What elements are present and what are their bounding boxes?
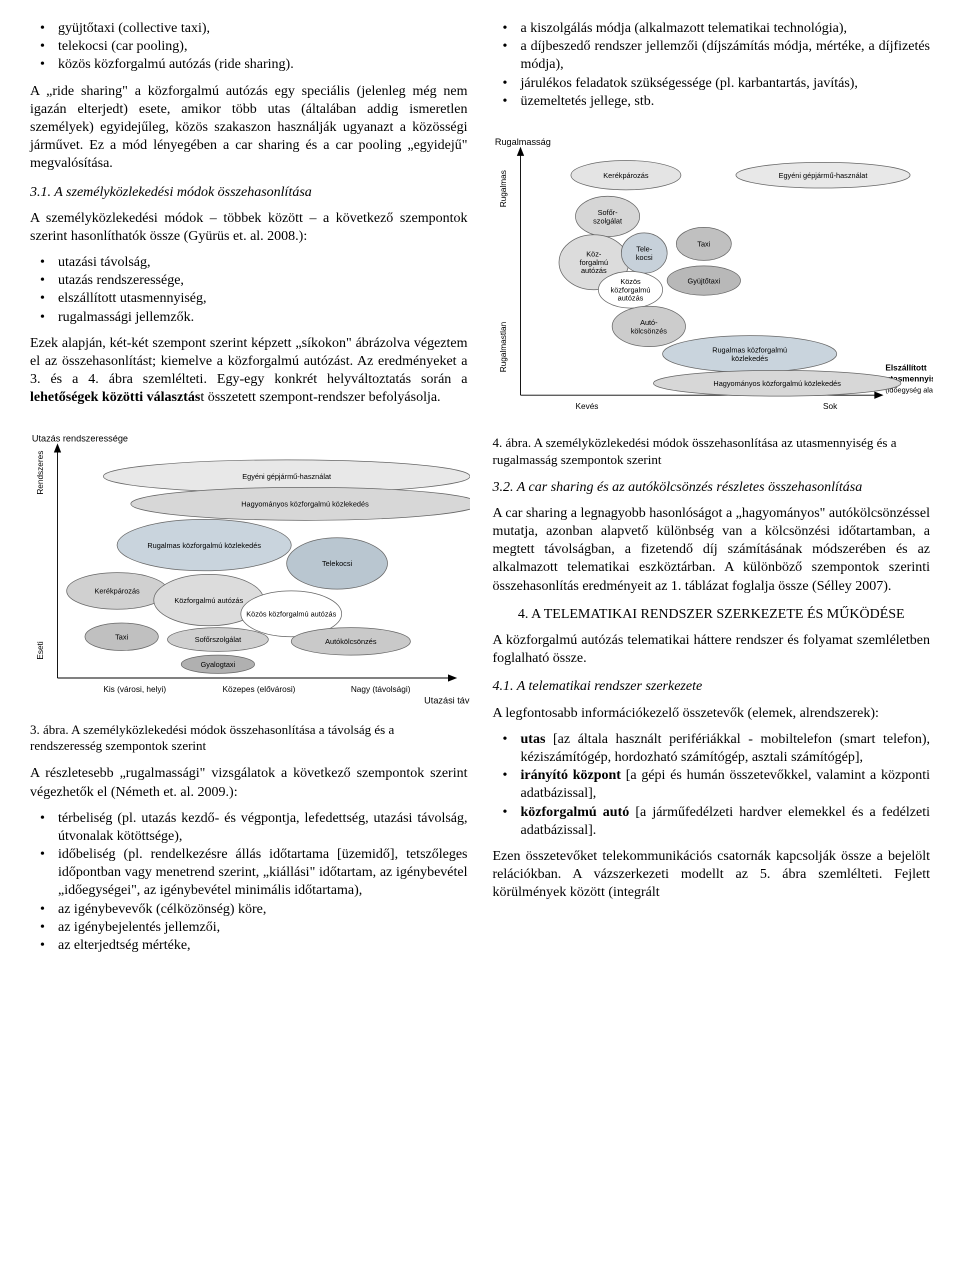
- list-item: térbeliség (pl. utazás kezdő- és végpont…: [58, 810, 468, 846]
- svg-text:autózás: autózás: [580, 266, 606, 275]
- svg-text:Gyalogtaxi: Gyalogtaxi: [201, 660, 236, 669]
- axis-tick: Eseti: [36, 641, 45, 660]
- paragraph: Ezen összetevőket telekommunikációs csat…: [493, 848, 931, 903]
- svg-text:kocsi: kocsi: [635, 253, 652, 262]
- svg-text:autózás: autózás: [617, 294, 643, 303]
- axis-label-x: Elszállított: [885, 363, 927, 372]
- list-item: utazási távolság,: [58, 254, 468, 272]
- page: gyüjtőtaxi (collective taxi), telekocsi …: [30, 20, 930, 963]
- svg-text:Egyéni gépjármű-használat: Egyéni gépjármű-használat: [242, 472, 331, 481]
- axis-tick: Rugalmas: [498, 170, 507, 207]
- svg-text:Egyéni gépjármű-használat: Egyéni gépjármű-használat: [778, 171, 867, 180]
- list-item: üzemeltetés jellege, stb.: [521, 93, 931, 111]
- list-item: időbeliség (pl. rendelkezésre állás időt…: [58, 846, 468, 901]
- list-item: az igénybejelentés jellemzői,: [58, 919, 468, 937]
- bold-text: közforgalmú autó: [521, 805, 630, 820]
- text: Ezek alapján, két-két szempont szerint k…: [30, 336, 468, 387]
- axis-label-x: Utazási távolság: [424, 695, 470, 705]
- list-item: rugalmassági jellemzők.: [58, 309, 468, 327]
- axis-tick: Rugalmastlan: [498, 321, 507, 372]
- paragraph: Ezek alapján, két-két szempont szerint k…: [30, 335, 468, 408]
- list-item: gyüjtőtaxi (collective taxi),: [58, 20, 468, 38]
- svg-text:Sofőrszolgálat: Sofőrszolgálat: [195, 635, 241, 644]
- svg-text:Kerékpározás: Kerékpározás: [94, 586, 140, 595]
- list-item: az igénybevevők (célközönség) köre,: [58, 901, 468, 919]
- axis-label-y: Utazás rendszeressége: [32, 433, 128, 443]
- figure-4-caption: 4. ábra. A személyközlekedési módok össz…: [493, 435, 931, 469]
- bubble-group: Egyéni gépjármű-használat Hagyományos köz…: [67, 459, 470, 673]
- svg-text:szolgálat: szolgálat: [593, 216, 622, 225]
- figure-3: Utazás rendszeressége Rendszeres Eseti K…: [30, 418, 470, 718]
- list-item: utazás rendszeressége,: [58, 272, 468, 290]
- top-bullet-list: gyüjtőtaxi (collective taxi), telekocsi …: [30, 20, 468, 75]
- paragraph: A közforgalmú autózás telematikai hátter…: [493, 632, 931, 668]
- section-heading-3-1: 3.1. A személyközlekedési módok összehas…: [30, 184, 468, 202]
- paragraph: A „ride sharing" a közforgalmú autózás e…: [30, 83, 468, 174]
- paragraph: A car sharing a legnagyobb hasonlóságot …: [493, 505, 931, 596]
- bold-text: lehetőségek közötti választás: [30, 390, 200, 405]
- svg-text:Hagyományos közforgalmú közlek: Hagyományos közforgalmú közlekedés: [241, 499, 369, 508]
- components-list: utas [az általa használt perifériákkal -…: [493, 731, 931, 840]
- axis-tick: Közepes (elővárosi): [223, 684, 296, 693]
- text: t összetett szempont-rendszer befolyásol…: [200, 390, 440, 405]
- top-bullet-list-right: a kiszolgálás módja (alkalmazott telemat…: [493, 20, 931, 111]
- svg-text:Rugalmas közforgalmú közlekedé: Rugalmas közforgalmú közlekedés: [147, 540, 261, 549]
- axis-tick: Kis (városi, helyi): [103, 684, 166, 693]
- figure-3-caption: 3. ábra. A személyközlekedési módok össz…: [30, 722, 468, 756]
- list-item: a díjbeszedő rendszer jellemzői (díjszám…: [521, 38, 931, 74]
- svg-text:Autókölcsönzés: Autókölcsönzés: [325, 637, 377, 646]
- axis-tick: Rendszeres: [36, 450, 45, 494]
- flexibility-list: térbeliség (pl. utazás kezdő- és végpont…: [30, 810, 468, 956]
- list-item: közforgalmú autó [a járműfedélzeti hardv…: [521, 804, 931, 840]
- text: [az általa használt perifériákkal - mobi…: [521, 732, 931, 765]
- axis-tick: Sok: [823, 402, 838, 411]
- section-heading-4: 4. A TELEMATIKAI RENDSZER SZERKEZETE ÉS …: [493, 606, 931, 624]
- bubble-group: KerékpározásEgyéni gépjármű-használatSof…: [559, 160, 910, 396]
- paragraph: A legfontosabb információkezelő összetev…: [493, 705, 931, 723]
- svg-text:Közös közforgalmú autózás: Közös közforgalmú autózás: [246, 609, 336, 618]
- svg-text:kölcsönzés: kölcsönzés: [630, 326, 667, 335]
- svg-text:Taxi: Taxi: [115, 632, 128, 641]
- list-item: elszállított utasmennyiség,: [58, 290, 468, 308]
- svg-text:közlekedés: közlekedés: [731, 354, 768, 363]
- list-item: közös közforgalmú autózás (ride sharing)…: [58, 56, 468, 74]
- axis-tick: Nagy (távolsági): [351, 684, 411, 693]
- section-heading-3-2: 3.2. A car sharing és az autókölcsönzés …: [493, 479, 931, 497]
- list-item: irányító központ [a gépi és humán összet…: [521, 767, 931, 803]
- list-item: utas [az általa használt perifériákkal -…: [521, 731, 931, 767]
- right-column: a kiszolgálás módja (alkalmazott telemat…: [493, 20, 931, 963]
- left-column: gyüjtőtaxi (collective taxi), telekocsi …: [30, 20, 468, 963]
- figure-4: Rugalmasság Rugalmas Rugalmastlan Kevés …: [493, 121, 933, 431]
- criteria-list: utazási távolság, utazás rendszeressége,…: [30, 254, 468, 327]
- list-item: a kiszolgálás módja (alkalmazott telemat…: [521, 20, 931, 38]
- svg-text:Hagyományos közforgalmú közlek: Hagyományos közforgalmú közlekedés: [713, 379, 841, 388]
- axis-label-y: Rugalmasság: [494, 137, 550, 147]
- bold-text: utas: [521, 732, 546, 747]
- section-heading-4-1: 4.1. A telematikai rendszer szerkezete: [493, 678, 931, 696]
- svg-text:Közforgalmú autózás: Közforgalmú autózás: [174, 595, 243, 604]
- paragraph: A személyközlekedési módok – többek közö…: [30, 210, 468, 246]
- svg-text:Taxi: Taxi: [697, 240, 710, 249]
- bold-text: irányító központ: [521, 768, 621, 783]
- axis-tick: Kevés: [575, 402, 598, 411]
- paragraph: A részletesebb „rugalmassági" vizsgálato…: [30, 765, 468, 801]
- svg-text:Telekocsi: Telekocsi: [322, 559, 353, 568]
- svg-text:Gyüjtőtaxi: Gyüjtőtaxi: [687, 276, 720, 285]
- list-item: járulékos feladatok szükségessége (pl. k…: [521, 75, 931, 93]
- svg-text:Kerékpározás: Kerékpározás: [603, 171, 649, 180]
- list-item: az elterjedtség mértéke,: [58, 937, 468, 955]
- list-item: telekocsi (car pooling),: [58, 38, 468, 56]
